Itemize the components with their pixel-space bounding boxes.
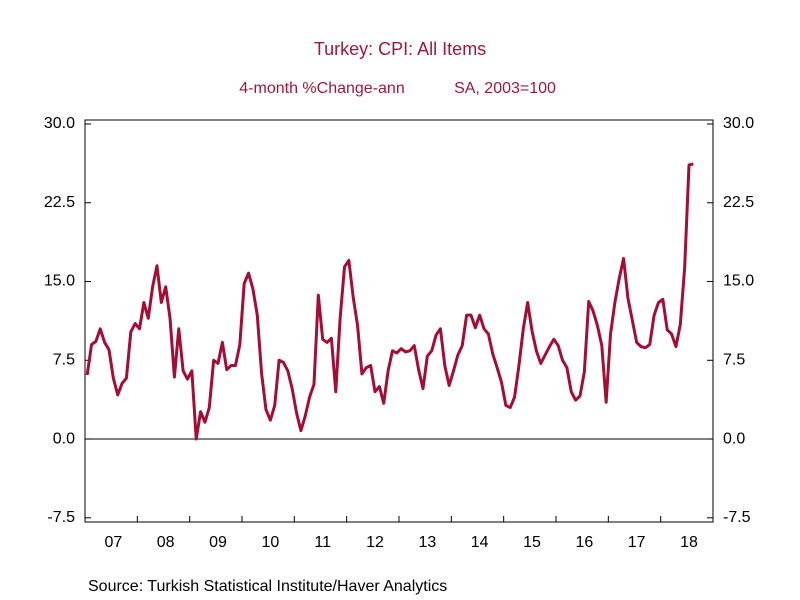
chart-subtitle: SA, 2003=100 xyxy=(454,80,556,97)
x-tick-label: 15 xyxy=(523,534,541,551)
source-note: Source: Turkish Statistical Institute/Ha… xyxy=(88,578,447,595)
y2-tick-label: 22.5 xyxy=(723,194,754,211)
y2-tick-label: 0.0 xyxy=(723,430,745,447)
x-tick-label: 13 xyxy=(418,534,436,551)
chart-title: Turkey: CPI: All Items xyxy=(314,39,486,59)
y2-tick-label: 30.0 xyxy=(723,115,754,132)
y-tick-label: 15.0 xyxy=(44,273,75,290)
x-tick-label: 08 xyxy=(157,534,175,551)
y2-tick-label: 15.0 xyxy=(723,273,754,290)
x-tick-label: 16 xyxy=(575,534,593,551)
x-tick-label: 10 xyxy=(261,534,279,551)
x-tick-label: 07 xyxy=(104,534,122,551)
x-tick-label: 17 xyxy=(628,534,646,551)
x-tick-label: 14 xyxy=(471,534,489,551)
y-tick-label: 0.0 xyxy=(53,430,75,447)
x-tick-label: 09 xyxy=(209,534,227,551)
chart-subtitle: 4-month %Change-ann xyxy=(239,80,404,97)
data-line xyxy=(85,162,694,441)
y-tick-label: -7.5 xyxy=(47,509,75,526)
y-tick-label: 7.5 xyxy=(53,351,75,368)
plot-frame xyxy=(84,119,714,523)
y2-tick-label: -7.5 xyxy=(723,509,751,526)
x-tick-label: 11 xyxy=(314,534,331,551)
x-tick-label: 18 xyxy=(680,534,698,551)
y2-tick-label: 7.5 xyxy=(723,351,745,368)
y-tick-label: 22.5 xyxy=(44,194,75,211)
x-tick-label: 12 xyxy=(366,534,384,551)
y-tick-label: 30.0 xyxy=(44,115,75,132)
